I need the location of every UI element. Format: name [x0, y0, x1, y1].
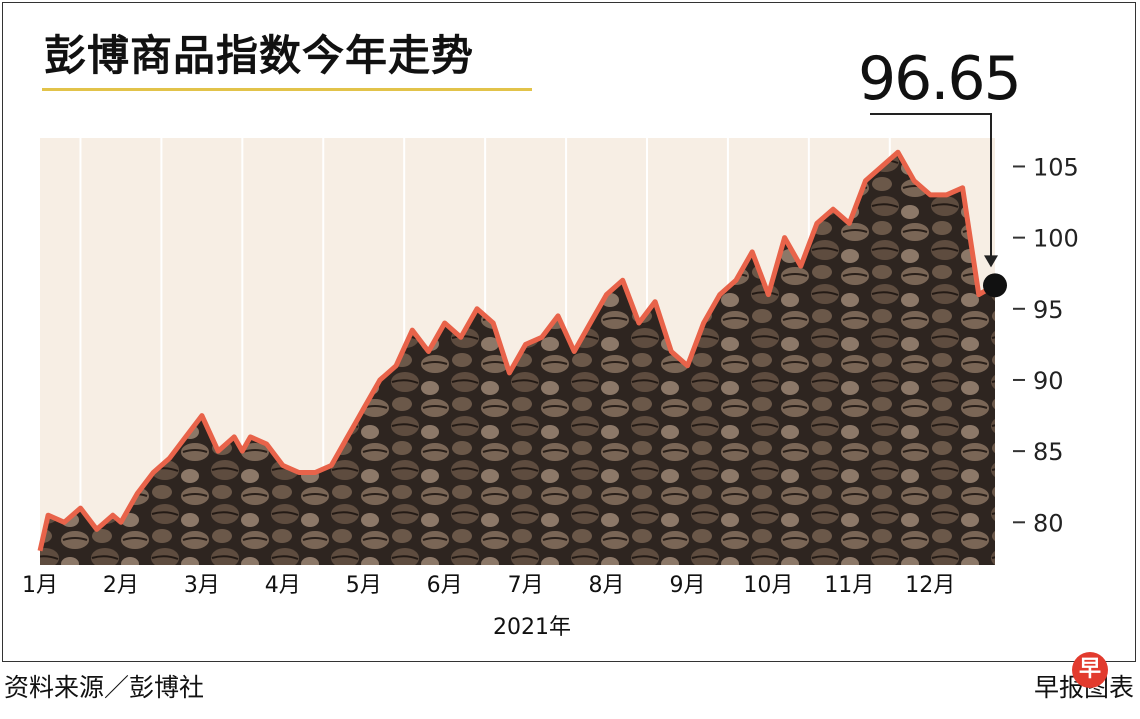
y-tick-label: 105: [1033, 153, 1079, 181]
y-tick-label: 100: [1033, 225, 1079, 253]
x-tick-label: 11月: [824, 573, 874, 598]
latest-value-callout: 96.65: [858, 44, 1022, 114]
latest-point: [983, 273, 1007, 298]
x-tick-label: 7月: [508, 573, 544, 598]
callout-arrowhead: [984, 255, 998, 268]
x-tick-label: 5月: [346, 573, 382, 598]
x-tick-label: 8月: [589, 573, 625, 598]
y-tick-label: 95: [1033, 296, 1064, 324]
chart-frame: [2, 2, 1136, 662]
y-axis: 80 85 90 95 100 105: [1013, 153, 1079, 537]
y-tick-label: 80: [1033, 509, 1064, 537]
x-tick-label: 3月: [184, 573, 220, 598]
series-line: [37, 149, 997, 552]
x-tick-label: 9月: [669, 573, 705, 598]
x-tick-label: 12月: [905, 573, 955, 598]
credit-badge: 早: [1072, 652, 1108, 688]
x-tick-label: 4月: [265, 573, 301, 598]
source-note: 资料来源／彭博社: [4, 673, 205, 702]
y-tick-label: 85: [1033, 438, 1064, 466]
x-tick-label: 10月: [743, 573, 793, 598]
x-axis: 1月 2月 3月 4月 5月 6月 7月 8月 9月 10月 11月 12月: [22, 573, 955, 598]
y-tick-label: 90: [1033, 367, 1064, 395]
callout-leader: [870, 113, 992, 258]
x-tick-label: 1月: [22, 573, 58, 598]
chart-title: 彭博商品指数今年走势: [44, 31, 475, 80]
x-axis-label: 2021年: [493, 615, 571, 640]
title-underline: [42, 88, 532, 91]
x-tick-label: 2月: [103, 573, 139, 598]
x-tick-label: 6月: [427, 573, 463, 598]
